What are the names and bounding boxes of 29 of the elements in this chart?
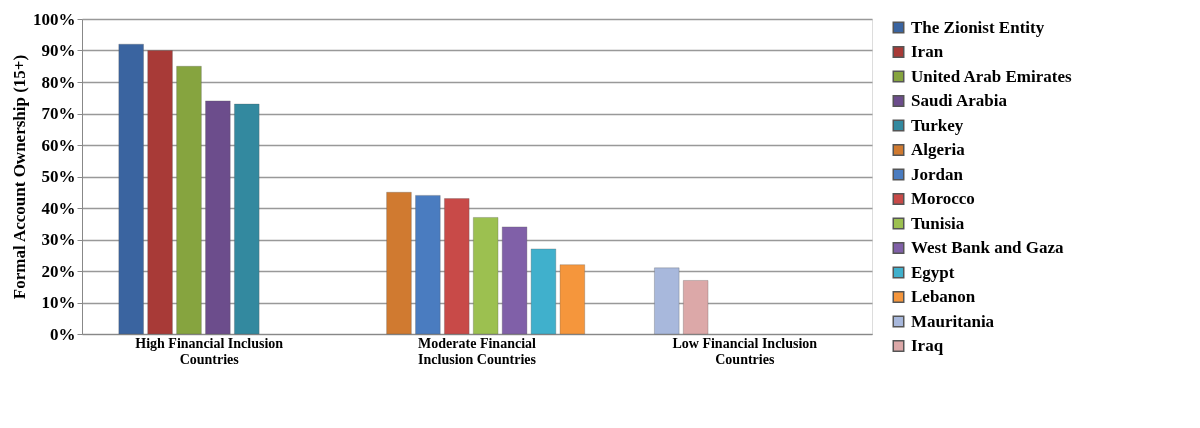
y-tick-label: 30% [41,230,76,249]
y-tick-label: 70% [41,104,76,123]
y-tick-label: 40% [41,198,76,218]
legend-label: Lebanon [911,287,976,306]
y-tick-label: 50% [41,167,76,186]
legend-label: Morocco [911,189,975,208]
legend-label: West Bank and Gaza [911,238,1065,257]
y-tick-label: 100% [33,9,76,29]
legend-label: Saudi Arabia [911,91,1008,110]
legend-label: The Zionist Entity [911,17,1045,37]
legend-label: Egypt [911,262,955,282]
x-tick-label: Low Financial Inclusion Countries [672,335,818,367]
legend-label: Mauritania [911,311,995,331]
legend-label: Jordan [911,164,964,184]
x-tick-label: Moderate Financial Inclusion Countries [418,335,537,367]
legend-label: Iraq [911,336,944,355]
legend-label: United Arab Emirates [911,66,1072,86]
y-tick-label: 90% [41,41,76,60]
y-axis-title: Formal Account Ownership (15+) [10,54,29,300]
x-tick-label: High Financial Inclusion Countries [135,335,284,367]
y-tick-label: 0% [50,324,76,344]
legend-label: Tunisia [911,213,965,233]
y-tick-label: 10% [41,293,76,312]
legend-label: Algeria [911,140,966,159]
legend-label: Iran [911,42,944,61]
legend-label: Turkey [911,115,964,135]
y-tick-label: 20% [41,261,76,281]
y-tick-label: 80% [41,72,76,92]
y-tick-label: 60% [41,135,76,155]
